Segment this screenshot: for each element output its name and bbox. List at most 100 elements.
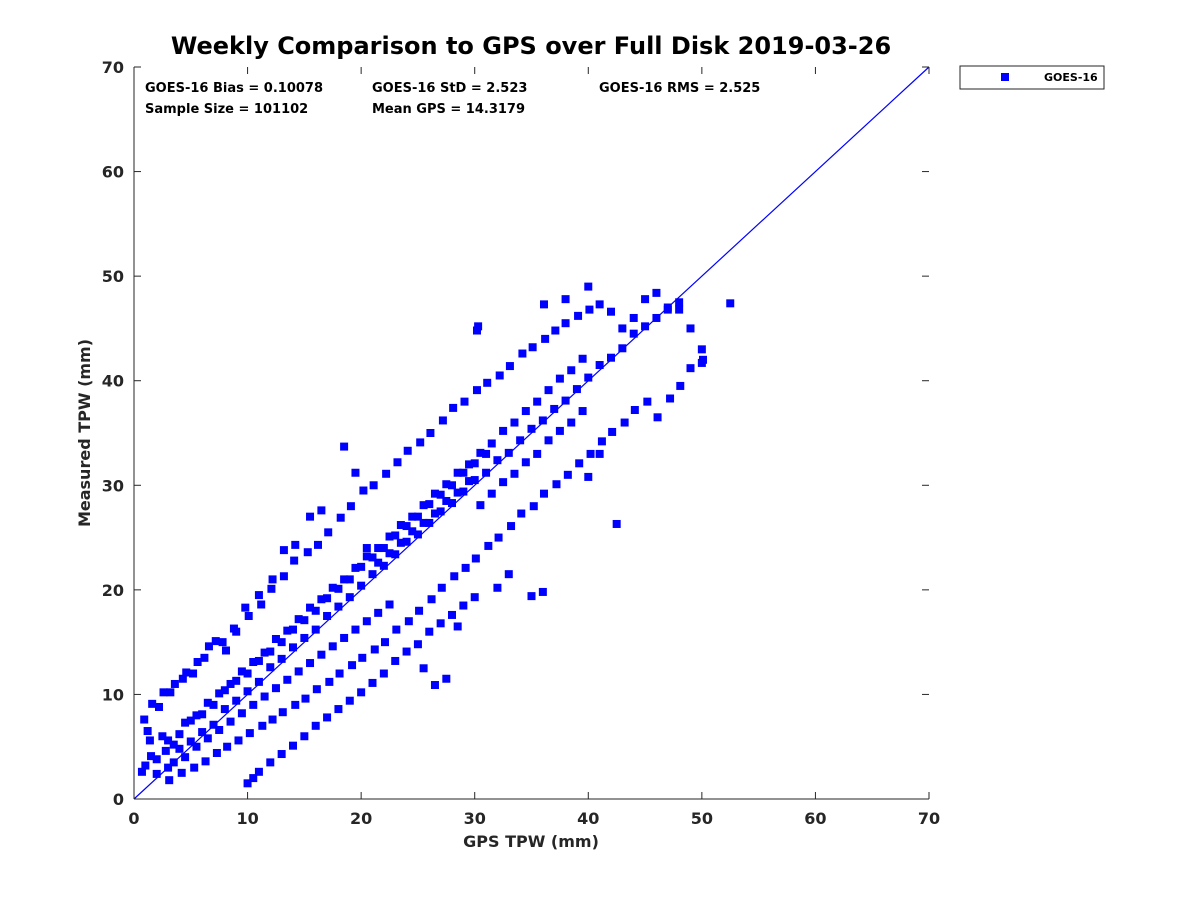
- data-point: [618, 324, 627, 333]
- x-axis-label: GPS TPW (mm): [463, 832, 599, 851]
- data-point: [453, 468, 462, 477]
- data-point: [311, 721, 320, 730]
- data-point: [533, 397, 542, 406]
- data-point: [226, 717, 235, 726]
- data-point: [459, 468, 468, 477]
- data-point: [257, 600, 266, 609]
- data-point: [494, 533, 503, 542]
- data-point: [544, 386, 553, 395]
- data-point: [404, 617, 413, 626]
- data-point: [334, 584, 343, 593]
- data-point: [459, 601, 468, 610]
- data-point: [436, 619, 445, 628]
- stat-annotation: Mean GPS = 14.3179: [372, 102, 525, 117]
- stat-annotation: GOES-16 StD = 2.523: [372, 81, 527, 96]
- data-point: [653, 413, 662, 422]
- data-point: [510, 469, 519, 478]
- legend-marker: [1001, 73, 1009, 81]
- data-point: [584, 472, 593, 481]
- data-point: [368, 570, 377, 579]
- data-point: [279, 572, 288, 581]
- data-point: [317, 506, 326, 515]
- data-point: [442, 674, 451, 683]
- data-point: [586, 449, 595, 458]
- data-point: [561, 295, 570, 304]
- data-point: [294, 615, 303, 624]
- data-point: [413, 640, 422, 649]
- data-point: [237, 709, 246, 718]
- data-point: [483, 378, 492, 387]
- data-point: [351, 468, 360, 477]
- data-point: [345, 593, 354, 602]
- data-point: [487, 489, 496, 498]
- data-point: [675, 305, 684, 314]
- data-point: [676, 381, 685, 390]
- data-point: [413, 512, 422, 521]
- data-point: [380, 638, 389, 647]
- data-point: [254, 677, 263, 686]
- legend-box: [959, 65, 1105, 90]
- data-point: [306, 659, 315, 668]
- data-point: [641, 295, 650, 304]
- data-point: [686, 364, 695, 373]
- data-point: [438, 416, 447, 425]
- data-point: [209, 720, 218, 729]
- data-point: [266, 758, 275, 767]
- data-point: [345, 575, 354, 584]
- data-point: [313, 540, 322, 549]
- data-point: [143, 727, 152, 736]
- data-point: [358, 653, 367, 662]
- data-point: [595, 449, 604, 458]
- data-point: [306, 512, 315, 521]
- data-point: [357, 688, 366, 697]
- data-point: [385, 549, 394, 558]
- data-point: [396, 538, 405, 547]
- data-point: [618, 344, 627, 353]
- data-point: [368, 678, 377, 687]
- data-point: [379, 669, 388, 678]
- data-point: [345, 696, 354, 705]
- data-point: [430, 681, 439, 690]
- x-tick-label: 0: [128, 809, 139, 828]
- data-point: [175, 730, 184, 739]
- data-point: [453, 488, 462, 497]
- y-tick-label: 30: [102, 476, 124, 495]
- data-point: [595, 300, 604, 309]
- data-point: [517, 509, 526, 518]
- data-point: [607, 353, 615, 362]
- data-point: [181, 718, 190, 727]
- data-point: [470, 459, 479, 468]
- data-point: [200, 653, 209, 662]
- data-point: [186, 737, 195, 746]
- data-point: [459, 487, 468, 496]
- y-tick-label: 60: [102, 163, 124, 182]
- data-point: [379, 561, 388, 570]
- data-point: [465, 477, 474, 486]
- data-point: [193, 658, 202, 667]
- data-point: [391, 550, 400, 559]
- data-point: [527, 424, 536, 433]
- data-point: [189, 669, 198, 678]
- stats-annotations: GOES-16 Bias = 0.10078 GOES-16 StD = 2.52…: [145, 81, 760, 117]
- data-point: [137, 767, 146, 776]
- y-tick-label: 10: [102, 685, 124, 704]
- data-point: [254, 767, 263, 776]
- stat-annotation: GOES-16 Bias = 0.10078: [145, 81, 323, 96]
- data-point: [504, 448, 513, 457]
- data-point: [374, 544, 383, 553]
- data-point: [323, 612, 332, 620]
- data-point: [585, 305, 594, 314]
- data-point: [237, 667, 246, 676]
- y-tick-label: 20: [102, 581, 124, 600]
- data-point: [584, 282, 593, 291]
- y-axis-label: Measured TPW (mm): [75, 339, 94, 527]
- data-point: [419, 518, 428, 527]
- data-point: [271, 635, 280, 644]
- data-point: [504, 570, 513, 579]
- data-point: [396, 521, 405, 530]
- x-tick-label: 20: [350, 809, 372, 828]
- data-point: [336, 513, 345, 522]
- data-point: [470, 476, 479, 485]
- data-point: [493, 456, 502, 465]
- data-point: [402, 647, 411, 656]
